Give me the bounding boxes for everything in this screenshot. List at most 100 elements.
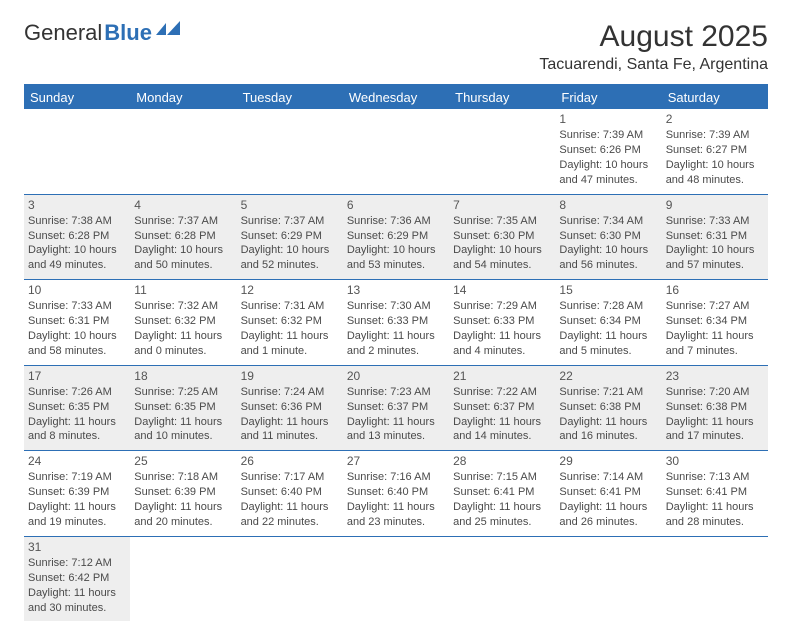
day-cell: 15Sunrise: 7:28 AMSunset: 6:34 PMDayligh…	[555, 280, 661, 366]
sunrise-text: Sunrise: 7:33 AM	[666, 214, 764, 229]
day-number: 12	[241, 282, 339, 298]
daylight-text: Daylight: 10 hours	[347, 243, 445, 258]
sunrise-text: Sunrise: 7:35 AM	[453, 214, 551, 229]
sunrise-text: Sunrise: 7:39 AM	[559, 128, 657, 143]
location: Tacuarendi, Santa Fe, Argentina	[539, 56, 768, 74]
sunrise-text: Sunrise: 7:31 AM	[241, 299, 339, 314]
daylight-text: and 14 minutes.	[453, 429, 551, 444]
day-cell: 6Sunrise: 7:36 AMSunset: 6:29 PMDaylight…	[343, 194, 449, 280]
empty-cell	[555, 536, 661, 621]
daylight-text: and 57 minutes.	[666, 258, 764, 273]
day-number: 8	[559, 197, 657, 213]
logo: General Blue	[24, 20, 182, 46]
daylight-text: and 17 minutes.	[666, 429, 764, 444]
daylight-text: Daylight: 11 hours	[28, 500, 126, 515]
daylight-text: and 30 minutes.	[28, 601, 126, 616]
daylight-text: and 0 minutes.	[134, 344, 232, 359]
day-header: Tuesday	[237, 85, 343, 109]
daylight-text: Daylight: 10 hours	[453, 243, 551, 258]
sunset-text: Sunset: 6:31 PM	[28, 314, 126, 329]
daylight-text: and 56 minutes.	[559, 258, 657, 273]
week-row: 24Sunrise: 7:19 AMSunset: 6:39 PMDayligh…	[24, 451, 768, 537]
empty-cell	[343, 109, 449, 194]
day-cell: 28Sunrise: 7:15 AMSunset: 6:41 PMDayligh…	[449, 451, 555, 537]
day-cell: 27Sunrise: 7:16 AMSunset: 6:40 PMDayligh…	[343, 451, 449, 537]
daylight-text: and 53 minutes.	[347, 258, 445, 273]
day-cell: 23Sunrise: 7:20 AMSunset: 6:38 PMDayligh…	[662, 365, 768, 451]
empty-cell	[449, 536, 555, 621]
day-cell: 2Sunrise: 7:39 AMSunset: 6:27 PMDaylight…	[662, 109, 768, 194]
empty-cell	[662, 536, 768, 621]
sunrise-text: Sunrise: 7:26 AM	[28, 385, 126, 400]
day-number: 1	[559, 111, 657, 127]
sunrise-text: Sunrise: 7:36 AM	[347, 214, 445, 229]
day-number: 23	[666, 368, 764, 384]
daylight-text: and 5 minutes.	[559, 344, 657, 359]
daylight-text: Daylight: 11 hours	[28, 586, 126, 601]
sunset-text: Sunset: 6:38 PM	[559, 400, 657, 415]
daylight-text: Daylight: 10 hours	[559, 158, 657, 173]
daylight-text: and 22 minutes.	[241, 515, 339, 530]
sunrise-text: Sunrise: 7:16 AM	[347, 470, 445, 485]
day-cell: 4Sunrise: 7:37 AMSunset: 6:28 PMDaylight…	[130, 194, 236, 280]
day-number: 25	[134, 453, 232, 469]
month-title: August 2025	[539, 20, 768, 54]
day-header: Saturday	[662, 85, 768, 109]
sunset-text: Sunset: 6:41 PM	[559, 485, 657, 500]
day-cell: 31Sunrise: 7:12 AMSunset: 6:42 PMDayligh…	[24, 536, 130, 621]
daylight-text: Daylight: 11 hours	[134, 329, 232, 344]
day-number: 19	[241, 368, 339, 384]
daylight-text: Daylight: 11 hours	[347, 415, 445, 430]
daylight-text: and 54 minutes.	[453, 258, 551, 273]
day-number: 5	[241, 197, 339, 213]
daylight-text: and 1 minute.	[241, 344, 339, 359]
daylight-text: Daylight: 11 hours	[666, 415, 764, 430]
day-header: Sunday	[24, 85, 130, 109]
sunrise-text: Sunrise: 7:13 AM	[666, 470, 764, 485]
sunset-text: Sunset: 6:33 PM	[347, 314, 445, 329]
sunset-text: Sunset: 6:32 PM	[134, 314, 232, 329]
sunrise-text: Sunrise: 7:39 AM	[666, 128, 764, 143]
day-number: 11	[134, 282, 232, 298]
sunrise-text: Sunrise: 7:34 AM	[559, 214, 657, 229]
daylight-text: Daylight: 11 hours	[241, 329, 339, 344]
empty-cell	[343, 536, 449, 621]
daylight-text: and 26 minutes.	[559, 515, 657, 530]
sunset-text: Sunset: 6:30 PM	[453, 229, 551, 244]
sunset-text: Sunset: 6:42 PM	[28, 571, 126, 586]
daylight-text: and 11 minutes.	[241, 429, 339, 444]
sunset-text: Sunset: 6:39 PM	[28, 485, 126, 500]
day-cell: 18Sunrise: 7:25 AMSunset: 6:35 PMDayligh…	[130, 365, 236, 451]
daylight-text: Daylight: 10 hours	[666, 243, 764, 258]
sunset-text: Sunset: 6:37 PM	[453, 400, 551, 415]
daylight-text: Daylight: 10 hours	[559, 243, 657, 258]
sunset-text: Sunset: 6:30 PM	[559, 229, 657, 244]
sunset-text: Sunset: 6:35 PM	[28, 400, 126, 415]
sunrise-text: Sunrise: 7:29 AM	[453, 299, 551, 314]
daylight-text: and 8 minutes.	[28, 429, 126, 444]
day-number: 16	[666, 282, 764, 298]
sunset-text: Sunset: 6:34 PM	[559, 314, 657, 329]
calendar-body: 1Sunrise: 7:39 AMSunset: 6:26 PMDaylight…	[24, 109, 768, 621]
day-number: 4	[134, 197, 232, 213]
empty-cell	[130, 109, 236, 194]
empty-cell	[449, 109, 555, 194]
sunrise-text: Sunrise: 7:20 AM	[666, 385, 764, 400]
day-header: Wednesday	[343, 85, 449, 109]
day-cell: 8Sunrise: 7:34 AMSunset: 6:30 PMDaylight…	[555, 194, 661, 280]
day-cell: 13Sunrise: 7:30 AMSunset: 6:33 PMDayligh…	[343, 280, 449, 366]
daylight-text: Daylight: 11 hours	[347, 329, 445, 344]
day-number: 10	[28, 282, 126, 298]
logo-flag-icon	[156, 21, 182, 39]
day-cell: 26Sunrise: 7:17 AMSunset: 6:40 PMDayligh…	[237, 451, 343, 537]
day-number: 24	[28, 453, 126, 469]
day-cell: 25Sunrise: 7:18 AMSunset: 6:39 PMDayligh…	[130, 451, 236, 537]
day-number: 7	[453, 197, 551, 213]
sunset-text: Sunset: 6:28 PM	[28, 229, 126, 244]
daylight-text: and 7 minutes.	[666, 344, 764, 359]
day-number: 29	[559, 453, 657, 469]
daylight-text: Daylight: 11 hours	[453, 329, 551, 344]
title-block: August 2025 Tacuarendi, Santa Fe, Argent…	[539, 20, 768, 74]
daylight-text: Daylight: 11 hours	[453, 415, 551, 430]
day-cell: 22Sunrise: 7:21 AMSunset: 6:38 PMDayligh…	[555, 365, 661, 451]
